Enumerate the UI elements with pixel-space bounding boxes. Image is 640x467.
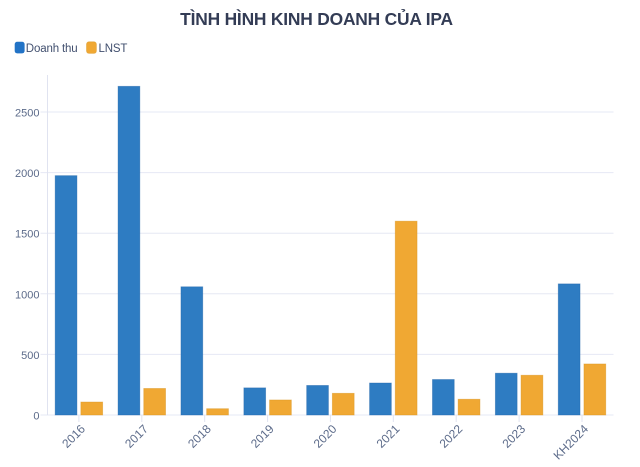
svg-text:2000: 2000 <box>15 168 39 180</box>
svg-text:2500: 2500 <box>15 108 39 120</box>
svg-text:1000: 1000 <box>15 289 39 301</box>
svg-text:0: 0 <box>33 411 39 423</box>
svg-text:TÌNH HÌNH KINH DOANH CỦA IPA: TÌNH HÌNH KINH DOANH CỦA IPA <box>180 9 453 29</box>
svg-text:1500: 1500 <box>15 229 39 241</box>
svg-text:500: 500 <box>21 350 39 362</box>
svg-text:Doanh thu: Doanh thu <box>26 43 78 55</box>
svg-text:LNST: LNST <box>99 43 128 55</box>
